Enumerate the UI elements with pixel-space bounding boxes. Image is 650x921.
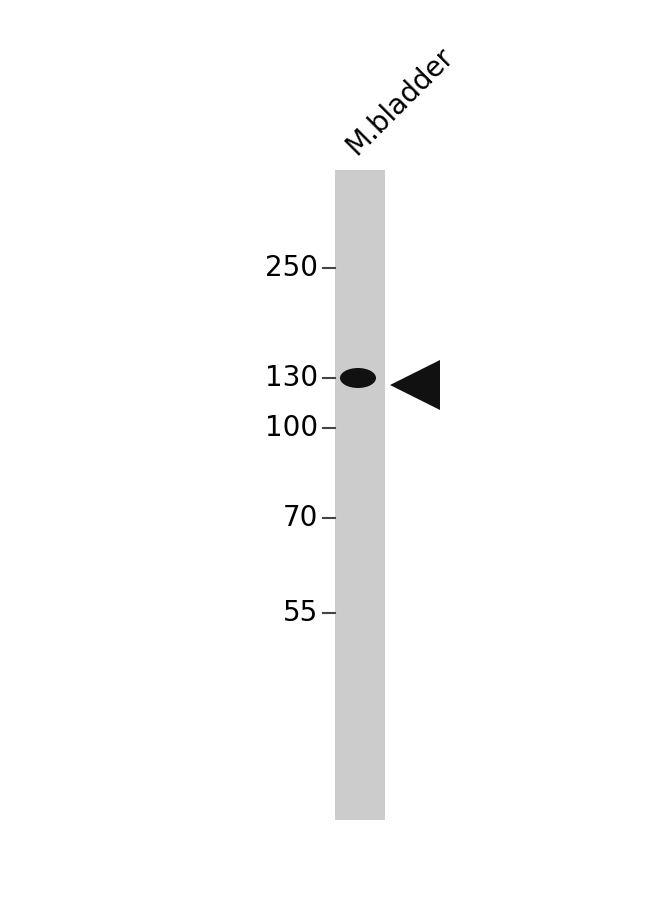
Polygon shape: [390, 360, 440, 410]
Text: M.bladder: M.bladder: [340, 42, 458, 160]
Bar: [335, 170, 385, 820]
Ellipse shape: [340, 368, 376, 388]
Text: 70: 70: [283, 504, 318, 532]
Text: 100: 100: [265, 414, 318, 442]
Text: 250: 250: [265, 254, 318, 282]
Text: 130: 130: [265, 364, 318, 392]
Text: 55: 55: [283, 599, 318, 627]
